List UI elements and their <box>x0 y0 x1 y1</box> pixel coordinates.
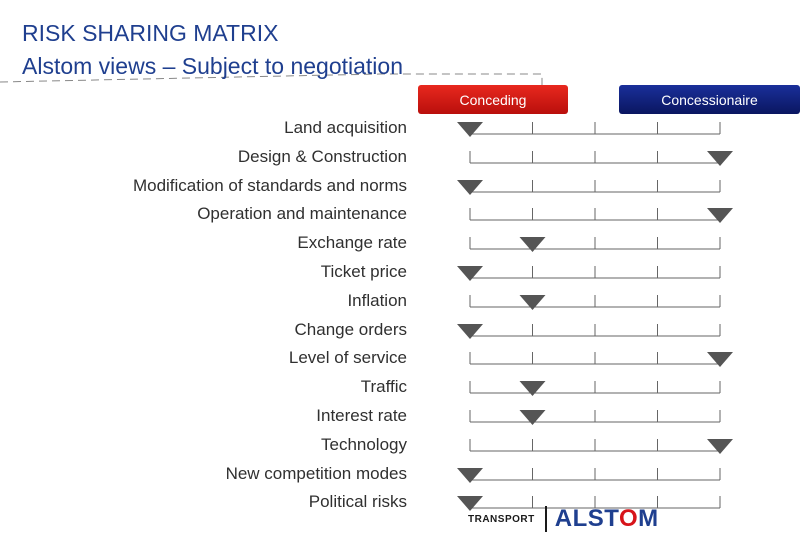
position-marker <box>707 208 733 224</box>
risk-label: Change orders <box>294 319 407 339</box>
risk-label: Interest rate <box>316 406 407 425</box>
position-marker <box>457 266 483 281</box>
risk-scale <box>457 323 721 339</box>
position-marker <box>457 467 483 483</box>
risk-scale <box>457 121 721 137</box>
risk-scale <box>469 294 721 310</box>
risk-scale <box>469 207 733 224</box>
risk-scale <box>457 265 721 281</box>
position-marker <box>707 352 733 368</box>
position-marker <box>707 438 733 454</box>
risk-scale <box>469 351 733 368</box>
concessionaire-header: Concessionaire <box>619 85 800 114</box>
position-marker <box>707 150 733 166</box>
risk-label: Inflation <box>347 290 407 310</box>
risk-scale <box>457 179 721 195</box>
transport-label: TRANSPORT <box>468 513 535 525</box>
position-marker <box>519 294 546 310</box>
risk-scale <box>469 438 733 454</box>
risk-label: New competition modes <box>225 463 407 483</box>
page-subtitle: Alstom views – Subject to negotiation <box>22 53 403 79</box>
position-marker <box>457 122 483 137</box>
risk-label: Political risks <box>308 492 407 512</box>
risk-label: Design & Construction <box>237 146 407 166</box>
conceding-header: Conceding <box>418 85 568 114</box>
risk-label: Technology <box>320 434 407 454</box>
alstom-logo: ALSTOM <box>554 505 659 532</box>
position-marker <box>519 381 546 397</box>
risk-label: Land acquisition <box>284 118 407 137</box>
position-marker <box>457 179 483 195</box>
risk-scale <box>457 495 721 512</box>
position-marker <box>457 323 483 339</box>
risk-scale <box>469 380 721 397</box>
risk-label: Traffic <box>360 377 407 397</box>
risk-label: Modification of standards and norms <box>132 175 407 195</box>
footer-logo: TRANSPORT ALSTOM <box>468 505 659 533</box>
risk-label: Operation and maintenance <box>197 204 407 224</box>
risk-label: Exchange rate <box>297 233 407 253</box>
risk-scale <box>469 150 733 166</box>
logo-separator <box>544 506 547 532</box>
risk-label: Level of service <box>288 348 407 368</box>
risk-label: Ticket price <box>320 262 407 281</box>
position-marker <box>457 496 483 512</box>
risk-scale <box>469 409 721 425</box>
position-marker <box>519 410 546 425</box>
position-marker <box>519 237 546 253</box>
risk-scale <box>457 467 721 483</box>
risk-scale <box>469 236 721 253</box>
page-title: RISK SHARING MATRIX <box>22 20 279 46</box>
